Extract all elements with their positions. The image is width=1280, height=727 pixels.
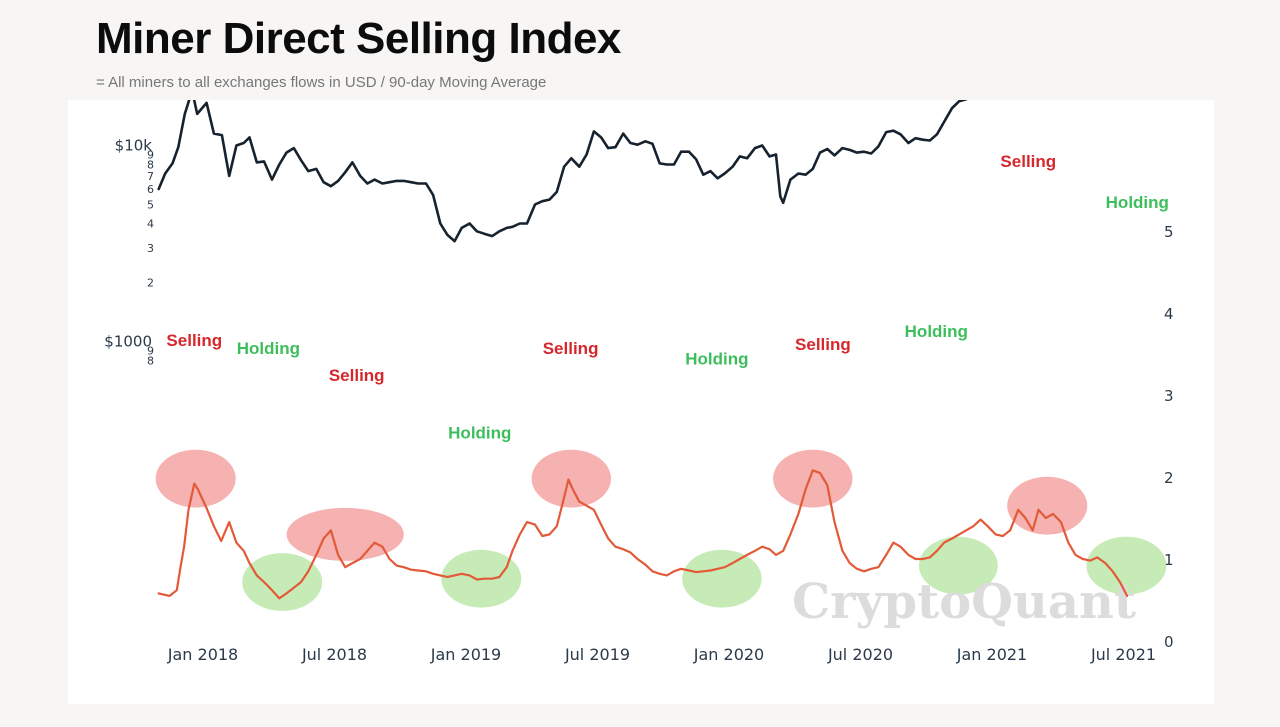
selling-annotation-2: Selling [329, 366, 385, 385]
x-tick-label: Jan 2021 [956, 645, 1027, 664]
x-tick-label: Jan 2019 [430, 645, 501, 664]
holding-annotation-9: Holding [1106, 193, 1169, 212]
right-tick-label: 5 [1164, 223, 1174, 241]
holding-highlight-7 [919, 536, 998, 595]
left-tick-label: 3 [147, 242, 154, 255]
selling-highlight-2 [286, 507, 404, 561]
series-layer [157, 100, 1129, 600]
left-tick-label: 6 [147, 183, 154, 196]
left-tick-label: 8 [147, 355, 154, 368]
holding-annotation-1: Holding [237, 339, 300, 358]
left-tick-label: 4 [147, 218, 154, 231]
right-tick-label: 4 [1164, 305, 1174, 323]
left-tick-label: 8 [147, 159, 154, 172]
left-tick-label: 9 [147, 149, 154, 162]
left-tick-label: $1000 [104, 333, 152, 351]
price-line [157, 100, 968, 243]
selling-annotation-4: Selling [543, 339, 599, 358]
selling-highlight-8 [1007, 476, 1088, 535]
selling-highlight-0 [155, 449, 236, 508]
x-tick-label: Jan 2020 [693, 645, 764, 664]
axes-layer: Jan 2018 Jul 2018 Jan 2019 Jul 2019 Jan 2020… [104, 137, 1174, 665]
left-tick-label: $10k [115, 137, 153, 155]
page-subtitle: = All miners to all exchanges flows in U… [96, 74, 547, 91]
x-tick-label: Jul 2018 [301, 645, 367, 664]
holding-highlight-1 [242, 553, 323, 611]
index-line [157, 469, 1129, 600]
selling-annotation-0: Selling [166, 331, 222, 350]
x-tick-label: Jul 2021 [1090, 645, 1156, 664]
holding-highlight-9 [1086, 536, 1167, 595]
selling-annotation-8: Selling [1000, 152, 1056, 171]
x-tick-label: Jul 2020 [827, 645, 893, 664]
left-tick-label: 5 [147, 199, 154, 212]
annotation-layer: Selling Holding Selling Holding Selling Holdi… [166, 152, 1169, 443]
left-tick-label: 7 [147, 170, 154, 183]
holding-annotation-3: Holding [448, 424, 511, 443]
x-tick-label: Jan 2018 [167, 645, 238, 664]
selling-highlight-6 [773, 449, 853, 508]
watermark: CryptoQuant [792, 574, 1136, 630]
page-title: Miner Direct Selling Index [96, 14, 621, 63]
chart-panel: CryptoQuant Jan 2018 Jul 2018 Jan 2019 Jul … [68, 100, 1214, 704]
left-tick-label: 2 [147, 277, 154, 290]
right-tick-label: 1 [1164, 551, 1174, 569]
holding-highlight-5 [682, 549, 762, 608]
holding-annotation-7: Holding [905, 322, 968, 341]
right-tick-label: 3 [1164, 387, 1174, 405]
left-tick-label: 9 [147, 345, 154, 358]
right-tick-label: 0 [1164, 633, 1174, 651]
selling-highlight-4 [531, 449, 611, 508]
chart-svg: CryptoQuant Jan 2018 Jul 2018 Jan 2019 Jul … [104, 100, 1174, 665]
holding-annotation-5: Holding [685, 350, 748, 369]
x-tick-label: Jul 2019 [564, 645, 630, 664]
selling-annotation-6: Selling [795, 335, 851, 354]
right-tick-label: 2 [1164, 469, 1174, 487]
